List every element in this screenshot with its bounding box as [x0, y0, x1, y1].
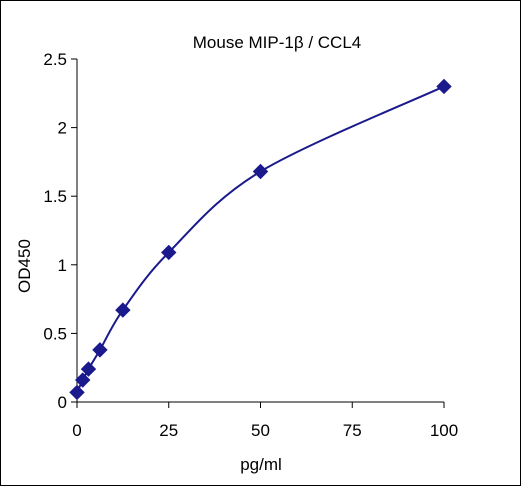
chart-title: Mouse MIP-1β / CCL4 — [193, 33, 362, 52]
x-tick-label: 25 — [159, 421, 178, 440]
y-axis-ticks: 0 0.5 1 1.5 2 2.5 — [43, 50, 77, 412]
data-points — [69, 78, 452, 401]
data-point — [161, 244, 177, 261]
x-axis-ticks: 0 25 50 75 100 — [72, 402, 458, 440]
x-tick-label: 100 — [430, 421, 458, 440]
y-tick-label: 1 — [58, 256, 67, 275]
x-tick-label: 75 — [343, 421, 362, 440]
data-point — [80, 361, 97, 377]
data-point — [69, 384, 85, 401]
x-axis-label: pg/ml — [240, 455, 282, 474]
y-tick-label: 0 — [58, 393, 67, 412]
x-tick-label: 50 — [251, 421, 270, 440]
data-point — [92, 342, 108, 358]
data-point — [252, 163, 269, 180]
y-tick-label: 1.5 — [43, 187, 67, 206]
y-axis-label: OD450 — [15, 239, 34, 293]
y-tick-label: 2 — [58, 119, 67, 138]
data-point — [75, 372, 91, 388]
y-tick-label: 2.5 — [43, 50, 67, 69]
data-point — [115, 302, 131, 318]
y-tick-label: 0.5 — [43, 324, 67, 343]
x-tick-label: 0 — [72, 421, 81, 440]
data-point — [436, 78, 452, 95]
